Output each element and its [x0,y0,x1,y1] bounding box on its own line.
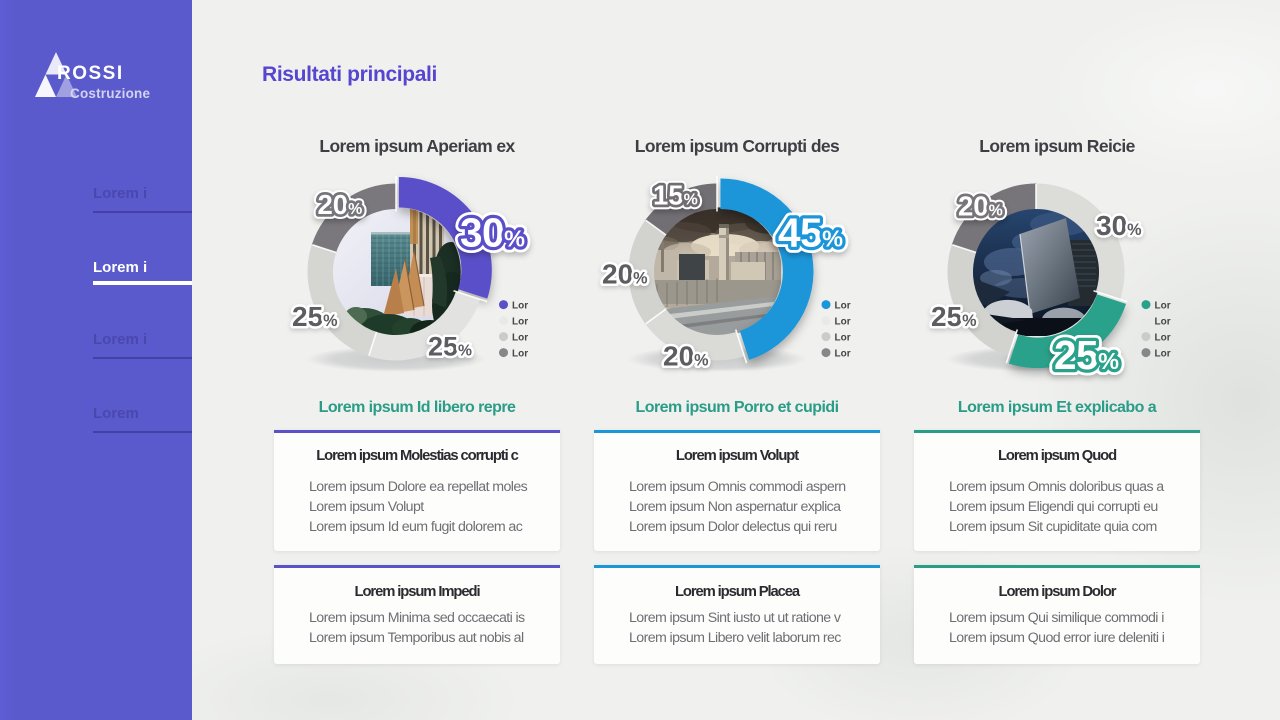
svg-text:25%: 25% [428,332,472,362]
svg-text:Lor: Lor [835,316,851,327]
svg-text:25%: 25% [931,301,977,332]
svg-text:Lor: Lor [1155,348,1171,359]
svg-text:30%: 30% [460,210,525,256]
svg-text:30%: 30% [1096,210,1142,241]
svg-text:25%: 25% [292,301,338,332]
svg-text:20%: 20% [663,341,709,372]
svg-text:20%: 20% [318,189,363,220]
svg-text:15%: 15% [653,180,698,211]
svg-text:Lor: Lor [1155,316,1171,327]
svg-text:Lor: Lor [512,348,528,359]
svg-text:Lor: Lor [1155,332,1171,343]
svg-text:20%: 20% [958,191,1003,222]
svg-text:20%: 20% [958,191,1003,222]
svg-text:Lor: Lor [835,332,851,343]
svg-text:20%: 20% [602,259,648,290]
svg-text:25%: 25% [1054,332,1119,378]
svg-text:Lor: Lor [512,300,528,311]
svg-text:45%: 45% [778,210,843,256]
svg-text:Lor: Lor [512,316,528,327]
svg-text:Lor: Lor [835,348,851,359]
svg-text:Lor: Lor [512,332,528,343]
svg-text:Lor: Lor [1155,300,1171,311]
svg-text:20%: 20% [318,189,363,220]
svg-text:Lor: Lor [835,300,851,311]
svg-text:15%: 15% [653,180,698,211]
